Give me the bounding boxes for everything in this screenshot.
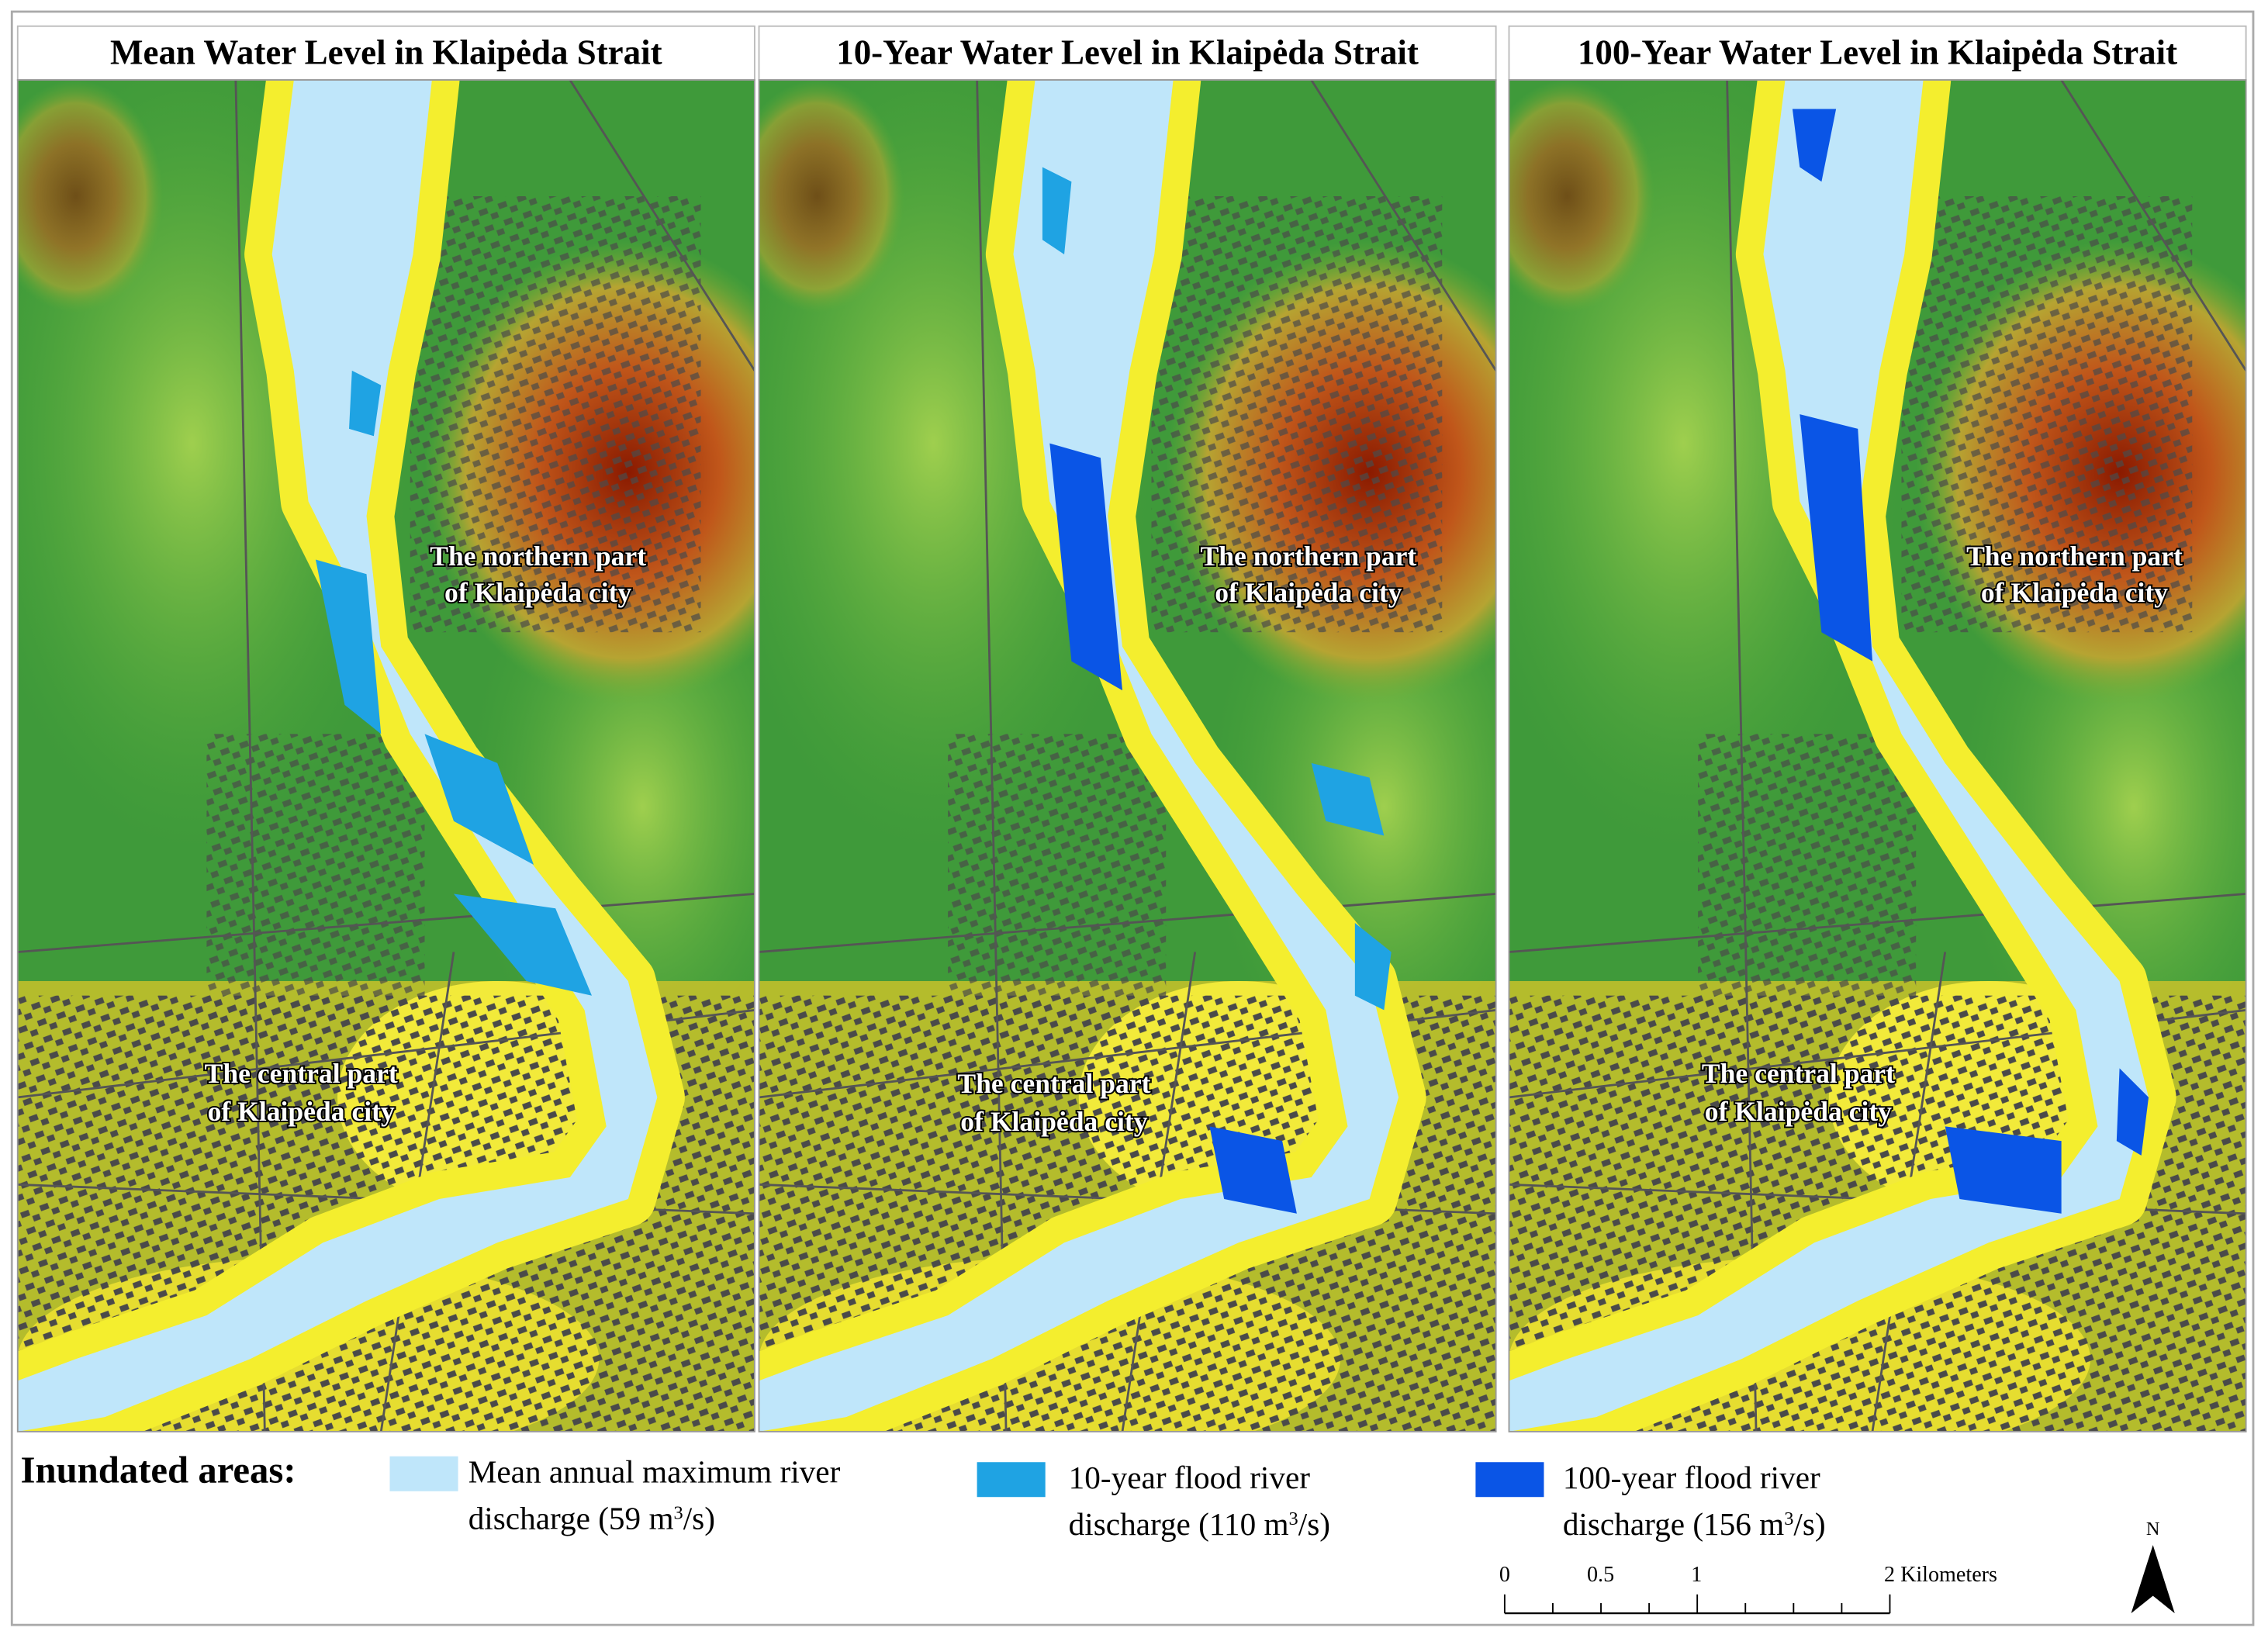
legend-swatch xyxy=(1475,1462,1544,1498)
legend-text-part: discharge (59 m xyxy=(468,1500,674,1536)
buildings xyxy=(1901,195,2193,633)
flood-area xyxy=(1049,443,1123,691)
area-label: of Klaipėda city xyxy=(1705,1096,1892,1127)
scale-label: 0 xyxy=(1499,1563,1510,1587)
legend-swatch xyxy=(977,1462,1046,1498)
map-panel: The northern part The central part of Klai… xyxy=(17,80,755,1432)
flood-area xyxy=(1042,167,1072,254)
flood-area xyxy=(424,734,534,866)
buildings xyxy=(948,734,1167,1025)
map-panel: The northern part The central part of Klai… xyxy=(759,80,1496,1432)
area-label: of Klaipėda city xyxy=(1981,577,2168,608)
flood-area xyxy=(315,559,382,734)
north-arrow xyxy=(2131,1545,2175,1614)
road xyxy=(1726,80,1758,1432)
hill xyxy=(1509,80,1654,313)
river xyxy=(759,80,1399,1432)
legend-text: 100-year flood river xyxy=(1563,1460,1820,1495)
flood-area xyxy=(1792,109,1837,182)
road xyxy=(976,80,1008,1432)
flood-area xyxy=(1945,1126,2062,1214)
panel-title: Mean Water Level in Klaipėda Strait xyxy=(110,33,662,71)
area-label: The northern part xyxy=(1200,541,1416,572)
hill xyxy=(759,80,904,313)
river xyxy=(17,80,658,1432)
area-label: of Klaipėda city xyxy=(444,577,631,608)
legend-text: 10-year flood river xyxy=(1069,1460,1311,1495)
legend-heading: Inundated areas: xyxy=(21,1449,296,1491)
scale-bar: 0 0.5 1 2 Kilometers xyxy=(1499,1563,1997,1615)
legend-text-part: /s) xyxy=(683,1500,715,1536)
river xyxy=(1509,80,2149,1432)
outer-frame xyxy=(10,10,2255,1626)
road xyxy=(569,80,755,371)
legend-text: discharge (156 m3/s) xyxy=(1563,1506,1826,1543)
panel-frame xyxy=(16,79,755,1432)
flood-area xyxy=(1311,762,1385,836)
buildings xyxy=(206,734,425,1025)
scale-label: 2 Kilometers xyxy=(1884,1563,1997,1587)
panel-frame xyxy=(758,79,1497,1432)
hill xyxy=(17,80,164,313)
legend-superscript: 3 xyxy=(1784,1508,1793,1529)
area-label: The central part xyxy=(205,1058,398,1089)
scale-label: 0.5 xyxy=(1587,1563,1614,1587)
flood-area xyxy=(2116,1068,2149,1156)
legend-text: Mean annual maximum river xyxy=(468,1453,841,1489)
scale-label: 1 xyxy=(1691,1563,1702,1587)
flood-area xyxy=(1354,922,1392,1011)
title-box xyxy=(1508,25,2247,81)
area-label: of Klaipėda city xyxy=(960,1106,1147,1137)
area-label: The central part xyxy=(957,1068,1150,1099)
area-label: The northern part xyxy=(430,541,646,572)
legend-text: discharge (59 m3/s) xyxy=(468,1500,715,1536)
road xyxy=(1310,80,1496,371)
flood-area xyxy=(453,893,592,996)
legend-text-part: /s) xyxy=(1793,1506,1825,1543)
legend-swatch xyxy=(389,1456,458,1491)
north-label: N xyxy=(2146,1519,2160,1540)
legend-text: discharge (110 m3/s) xyxy=(1069,1506,1330,1543)
legend-superscript: 3 xyxy=(1289,1508,1298,1529)
legend-text-part: discharge (156 m xyxy=(1563,1506,1784,1543)
road xyxy=(759,893,1496,953)
buildings xyxy=(1151,195,1443,633)
road xyxy=(234,80,266,1432)
flood-area xyxy=(349,370,382,437)
map-panel: The northern part The central part of Klai… xyxy=(1509,80,2246,1432)
road xyxy=(17,893,755,953)
panel-frame xyxy=(1508,79,2247,1432)
flood-area xyxy=(1800,414,1872,662)
legend-text-part: discharge (110 m xyxy=(1069,1506,1289,1543)
flood-area xyxy=(1209,1126,1297,1214)
road xyxy=(2060,80,2246,371)
legend-text-part: /s) xyxy=(1298,1506,1330,1543)
buildings xyxy=(410,195,701,633)
road xyxy=(1509,893,2246,953)
buildings xyxy=(1698,734,1917,1025)
area-label: of Klaipėda city xyxy=(1215,577,1402,608)
area-label: The central part xyxy=(1702,1058,1895,1089)
legend-superscript: 3 xyxy=(674,1502,683,1523)
area-label: The northern part xyxy=(1966,541,2183,572)
area-label: of Klaipėda city xyxy=(208,1096,395,1127)
panel-title: 100-Year Water Level in Klaipėda Strait xyxy=(1578,33,2177,71)
panel-title: 10-Year Water Level in Klaipėda Strait xyxy=(836,33,1419,71)
